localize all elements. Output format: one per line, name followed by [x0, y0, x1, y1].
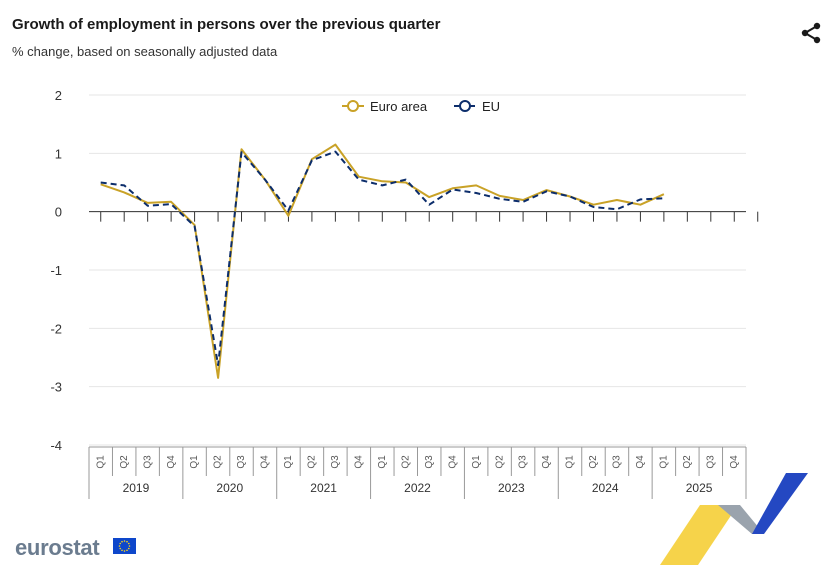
chart-subtitle: % change, based on seasonally adjusted d…: [12, 44, 278, 59]
quarter-tick-label: Q4: [353, 455, 364, 469]
year-tick-label: 2021: [310, 481, 337, 495]
quarter-tick-label: Q1: [377, 455, 388, 469]
year-tick-label: 2023: [498, 481, 525, 495]
series-line: [100, 143, 665, 379]
quarter-tick-label: Q3: [330, 455, 341, 469]
y-tick-label: -3: [50, 380, 62, 395]
quarter-tick-label: Q1: [95, 455, 106, 469]
quarter-tick-label: Q2: [400, 455, 411, 469]
year-tick-label: 2019: [123, 481, 150, 495]
quarter-tick-label: Q4: [635, 455, 646, 469]
y-tick-label: -1: [50, 263, 62, 278]
quarter-tick-label: Q1: [565, 455, 576, 469]
quarter-tick-label: Q3: [612, 455, 623, 469]
quarter-tick-label: Q3: [518, 455, 529, 469]
eurostat-logo: eurostat: [15, 535, 100, 560]
quarter-tick-label: Q1: [659, 455, 670, 469]
share-icon[interactable]: [798, 20, 824, 46]
year-tick-label: 2025: [686, 481, 713, 495]
year-tick-label: 2024: [592, 481, 619, 495]
series-line: [100, 150, 664, 367]
quarter-tick-label: Q2: [588, 455, 599, 469]
quarter-tick-label: Q4: [447, 455, 458, 469]
quarter-tick-label: Q3: [705, 455, 716, 469]
year-tick-label: 2020: [216, 481, 243, 495]
quarter-tick-label: Q4: [541, 455, 552, 469]
quarter-tick-label: Q1: [471, 455, 482, 469]
brand-decoration: [660, 473, 808, 565]
quarter-tick-label: Q4: [260, 455, 271, 469]
chart-title: Growth of employment in persons over the…: [12, 16, 441, 33]
y-tick-label: 0: [55, 205, 62, 220]
quarter-tick-label: Q2: [119, 455, 130, 469]
legend-label: Euro area: [370, 99, 428, 114]
quarter-tick-label: Q1: [189, 455, 200, 469]
y-tick-label: -2: [50, 321, 62, 336]
quarter-tick-label: Q4: [166, 455, 177, 469]
quarter-tick-label: Q2: [307, 455, 318, 469]
quarter-tick-label: Q3: [142, 455, 153, 469]
y-tick-label: 2: [55, 88, 62, 103]
quarter-tick-label: Q2: [682, 455, 693, 469]
y-tick-label: 1: [55, 146, 62, 161]
legend-marker: [347, 100, 359, 112]
quarter-tick-label: Q3: [236, 455, 247, 469]
quarter-tick-label: Q4: [729, 455, 740, 469]
legend-label: EU: [482, 99, 500, 114]
quarter-tick-label: Q3: [424, 455, 435, 469]
y-tick-label: -4: [50, 438, 62, 453]
quarter-tick-label: Q2: [213, 455, 224, 469]
quarter-tick-label: Q1: [283, 455, 294, 469]
line-chart: 2 1 0 -1 -2 -3 -4 Q1 Q2 Q3 Q4 Q1 Q2 Q3 Q4 Q1 Q2 Q3 Q4 Q1 Q2 Q…: [50, 88, 759, 499]
legend-marker: [459, 100, 471, 112]
year-tick-label: 2022: [404, 481, 431, 495]
eu-flag-icon: [113, 538, 136, 554]
quarter-tick-label: Q2: [494, 455, 505, 469]
